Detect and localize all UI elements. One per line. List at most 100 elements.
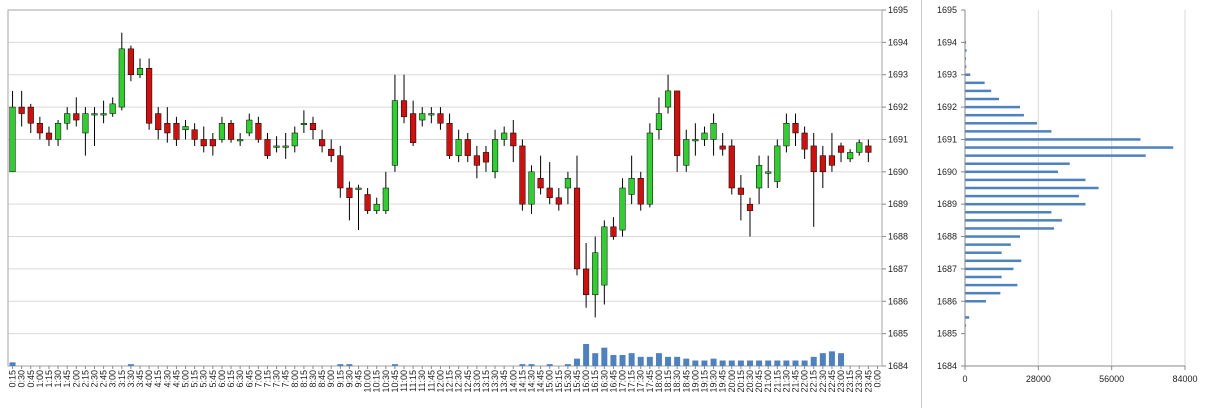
volume-bar bbox=[674, 356, 681, 366]
x-tick-label: 0:00 bbox=[872, 370, 882, 388]
profile-y-tick-label: 1689 bbox=[937, 199, 957, 209]
candle bbox=[455, 129, 462, 163]
candle-body bbox=[73, 113, 80, 121]
candle-body bbox=[155, 113, 162, 130]
y-tick-label: 1688 bbox=[888, 232, 908, 242]
candle bbox=[446, 113, 453, 159]
volume-bar bbox=[583, 344, 590, 366]
candle bbox=[692, 123, 699, 156]
candle bbox=[701, 126, 708, 146]
candle-body bbox=[291, 132, 298, 147]
volume-bar bbox=[801, 360, 808, 366]
profile-bar bbox=[965, 267, 1014, 271]
volume-bar bbox=[637, 356, 644, 366]
candle bbox=[655, 97, 663, 140]
x-tick-label: 21:00 bbox=[763, 370, 773, 393]
x-tick-label: 3:15 bbox=[117, 370, 127, 388]
candle-body bbox=[765, 171, 772, 174]
candle-body bbox=[583, 268, 590, 296]
candle bbox=[291, 126, 298, 153]
volume-bar bbox=[528, 364, 535, 366]
candle bbox=[136, 58, 144, 78]
price-axis: 1684 1685 1686 1687 1688 1689 1690 1691 1692 1693… bbox=[882, 5, 908, 371]
x-tick-label: 2:30 bbox=[89, 370, 99, 388]
candle-body bbox=[382, 187, 389, 211]
y-tick-label: 1684 bbox=[888, 361, 908, 371]
x-tick-label: 12:00 bbox=[435, 370, 445, 393]
candle bbox=[227, 120, 235, 143]
profile-volume-axis: 0 28000 56000 84000 bbox=[962, 366, 1198, 384]
x-tick-label: 1:30 bbox=[53, 370, 63, 388]
y-tick-label: 1695 bbox=[888, 5, 908, 15]
candle bbox=[646, 123, 653, 208]
candle-body bbox=[601, 226, 608, 286]
candle bbox=[91, 107, 98, 146]
candle bbox=[410, 100, 417, 146]
candle-body bbox=[737, 187, 744, 195]
profile-x-tick-label: 0 bbox=[962, 374, 967, 384]
candle bbox=[209, 132, 216, 156]
profile-bar bbox=[965, 251, 1002, 254]
x-tick-label: 9:15 bbox=[335, 370, 345, 388]
x-tick-label: 0:45 bbox=[26, 370, 36, 388]
profile-bar bbox=[965, 283, 1018, 287]
volume-bar bbox=[838, 353, 845, 366]
y-tick-label: 1694 bbox=[888, 37, 908, 47]
candle bbox=[601, 220, 608, 305]
profile-bar bbox=[965, 219, 1062, 222]
candle bbox=[127, 45, 134, 82]
candle-body bbox=[446, 123, 453, 156]
candle bbox=[628, 155, 635, 205]
candle bbox=[619, 178, 626, 237]
x-tick-label: 1:00 bbox=[35, 370, 45, 388]
x-tick-label: 16:45 bbox=[608, 370, 618, 393]
x-tick-label: 12:15 bbox=[445, 370, 455, 393]
candle bbox=[765, 155, 772, 188]
profile-y-tick-label: 1691 bbox=[937, 134, 957, 144]
x-tick-label: 2:45 bbox=[99, 370, 109, 388]
x-tick-label: 3:30 bbox=[126, 370, 136, 388]
volume-bar bbox=[346, 364, 353, 366]
candle-body bbox=[437, 113, 444, 124]
candles bbox=[9, 32, 872, 318]
volume-bar bbox=[828, 351, 835, 366]
candle-body bbox=[146, 68, 153, 124]
candle-body bbox=[674, 90, 681, 156]
x-tick-label: 23:30 bbox=[854, 370, 864, 393]
profile-bars bbox=[965, 41, 1174, 327]
candle-body bbox=[728, 145, 735, 189]
x-tick-label: 13:15 bbox=[481, 370, 491, 393]
candle bbox=[264, 132, 271, 159]
profile-y-tick-label: 1692 bbox=[937, 102, 957, 112]
volume-bar bbox=[564, 364, 571, 366]
profile-bar bbox=[965, 243, 1011, 246]
volume-bar bbox=[746, 360, 753, 366]
candle-body bbox=[182, 126, 189, 130]
candle bbox=[728, 139, 735, 195]
profile-bar bbox=[965, 162, 1070, 165]
x-tick-label: 22:00 bbox=[800, 370, 810, 393]
x-tick-label: 17:00 bbox=[618, 370, 628, 393]
candle bbox=[819, 145, 826, 188]
candle-body bbox=[27, 106, 34, 124]
panel-divider bbox=[921, 0, 922, 408]
candle bbox=[27, 103, 34, 133]
candle bbox=[856, 139, 863, 156]
candle bbox=[191, 123, 198, 146]
candle-body bbox=[646, 132, 653, 205]
y-tick-label: 1689 bbox=[888, 199, 908, 209]
x-tick-label: 0:30 bbox=[17, 370, 27, 388]
candle bbox=[482, 145, 490, 172]
candle bbox=[737, 175, 744, 221]
x-tick-label: 17:30 bbox=[636, 370, 646, 393]
candle-body bbox=[573, 187, 581, 270]
x-tick-label: 7:30 bbox=[272, 370, 282, 388]
candle-body bbox=[355, 187, 362, 190]
candle bbox=[719, 132, 726, 156]
profile-bar bbox=[965, 65, 967, 68]
volume-bar bbox=[655, 353, 662, 366]
candle bbox=[82, 107, 89, 156]
profile-bar bbox=[965, 227, 1055, 230]
x-tick-label: 19:30 bbox=[709, 370, 719, 393]
profile-bar bbox=[965, 235, 1020, 238]
